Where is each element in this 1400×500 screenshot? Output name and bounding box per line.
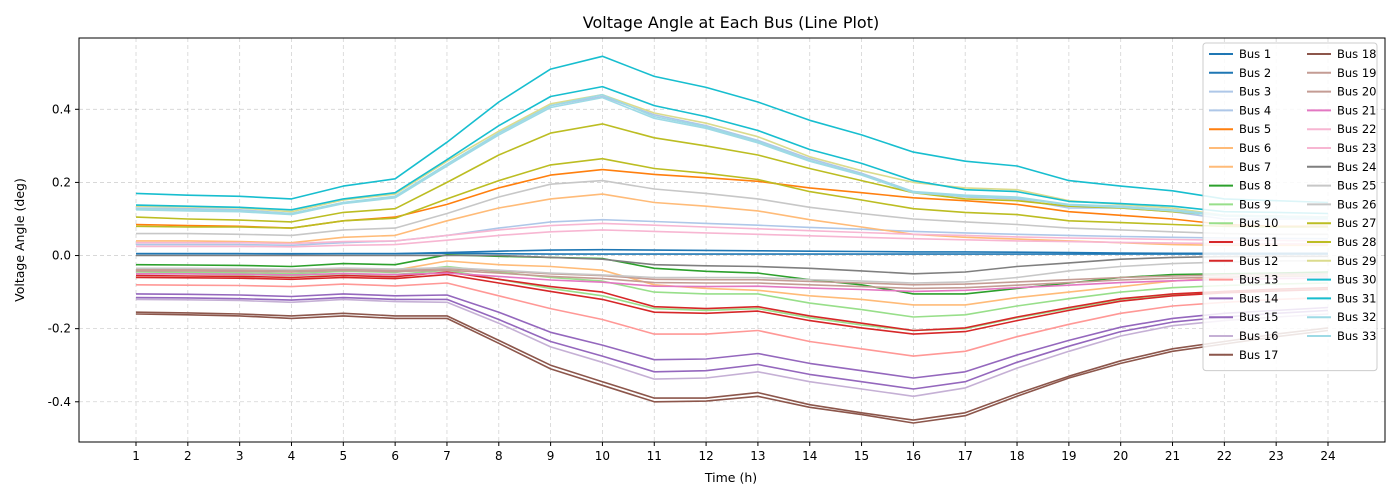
x-tick-label: 12 <box>698 449 713 463</box>
legend-item-label: Bus 28 <box>1337 235 1376 249</box>
legend-item-label: Bus 30 <box>1337 273 1376 287</box>
legend-item-label: Bus 13 <box>1239 273 1278 287</box>
legend-item-label: Bus 5 <box>1239 122 1271 136</box>
legend-item-label: Bus 16 <box>1239 329 1278 343</box>
x-tick-label: 24 <box>1320 449 1335 463</box>
chart-title: Voltage Angle at Each Bus (Line Plot) <box>583 13 879 32</box>
x-tick-label: 16 <box>906 449 921 463</box>
x-tick-label: 20 <box>1113 449 1128 463</box>
x-axis-ticks: 1 2 3 4 5 6 7 8 9 10 11 12 13 14 15 16 17 18 19 20 21 22 23 24 <box>132 442 1336 463</box>
y-tick-label: 0.4 <box>52 102 71 116</box>
x-tick-label: 15 <box>854 449 869 463</box>
x-tick-label: 6 <box>391 449 399 463</box>
y-axis-ticks: -0.4 -0.2 0.0 0.2 0.4 <box>48 102 79 409</box>
legend-box <box>1202 42 1378 372</box>
series-line-bus-2 <box>136 248 1328 255</box>
series-line-bus-26 <box>136 259 1329 284</box>
legend-item-label: Bus 20 <box>1337 85 1376 99</box>
x-tick-label: 10 <box>595 449 610 463</box>
series-line-bus-32 <box>135 93 1329 218</box>
series-line-bus-11 <box>135 271 1329 332</box>
x-tick-label: 11 <box>647 449 662 463</box>
x-tick-label: 5 <box>339 449 347 463</box>
legend-item-label: Bus 23 <box>1337 141 1376 155</box>
series-line-bus-31 <box>135 85 1329 215</box>
series-line-bus-14 <box>135 293 1329 379</box>
series-line-bus-24 <box>136 254 1328 275</box>
legend-item-label: Bus 15 <box>1239 310 1278 324</box>
x-tick-label: 2 <box>184 449 192 463</box>
x-tick-label: 7 <box>443 449 451 463</box>
legend-item-label: Bus 21 <box>1337 103 1376 117</box>
legend-item-label: Bus 4 <box>1239 103 1271 117</box>
plot-frame <box>78 37 1386 443</box>
legend-item-label: Bus 29 <box>1337 254 1376 268</box>
legend-item-label: Bus 26 <box>1337 197 1376 211</box>
y-tick-label: 0.2 <box>52 175 71 189</box>
series-line-bus-15 <box>135 296 1329 390</box>
x-tick-label: 13 <box>750 449 765 463</box>
legend-item-label: Bus 31 <box>1337 291 1376 305</box>
series-line-bus-4 <box>135 95 1328 220</box>
x-tick-label: 14 <box>802 449 817 463</box>
x-tick-label: 22 <box>1217 449 1232 463</box>
x-tick-label: 23 <box>1269 449 1284 463</box>
series-line-bus-16 <box>135 298 1329 398</box>
legend-item-label: Bus 14 <box>1239 291 1278 305</box>
series-line-bus-9 <box>135 265 1329 318</box>
series-line-bus-5 <box>135 168 1328 229</box>
x-tick-label: 1 <box>132 449 140 463</box>
legend: Bus 1 Bus 2 Bus 3 Bus 4 Bus 5 Bus 6 Bus 7 Bus 8… <box>1202 42 1378 372</box>
series-line-bus-12 <box>135 273 1329 335</box>
legend-item-label: Bus 8 <box>1239 179 1271 193</box>
y-tick-label: -0.4 <box>48 395 71 409</box>
x-tick-label: 17 <box>958 449 973 463</box>
series-line-bus-29 <box>135 93 1329 218</box>
x-tick-label: 21 <box>1165 449 1180 463</box>
legend-item-label: Bus 9 <box>1239 197 1271 211</box>
x-tick-label: 19 <box>1061 449 1076 463</box>
legend-item-label: Bus 18 <box>1337 47 1376 61</box>
series-line-bus-20 <box>136 269 1329 290</box>
legend-item-label: Bus 19 <box>1337 66 1376 80</box>
legend-item-label: Bus 24 <box>1337 160 1376 174</box>
series-line-bus-23 <box>136 222 1329 245</box>
series-line-bus-13 <box>135 282 1329 357</box>
x-tick-label: 8 <box>495 449 503 463</box>
series-lines <box>135 55 1329 424</box>
series-line-bus-22 <box>136 229 1328 248</box>
series-line-bus-19 <box>136 267 1329 286</box>
series-line-bus-30 <box>135 55 1329 204</box>
series-line-bus-25 <box>136 179 1328 237</box>
legend-item-label: Bus 12 <box>1239 254 1278 268</box>
x-axis-label: Time (h) <box>704 470 757 485</box>
legend-item-label: Bus 22 <box>1337 122 1376 136</box>
legend-item-label: Bus 25 <box>1337 179 1376 193</box>
series-line-bus-28 <box>135 157 1328 229</box>
y-tick-label: -0.2 <box>48 322 71 336</box>
legend-item-label: Bus 17 <box>1239 348 1278 362</box>
legend-item-label: Bus 1 <box>1239 47 1271 61</box>
series-line-bus-21 <box>136 272 1329 293</box>
y-tick-label: 0.0 <box>52 249 71 263</box>
y-axis-label: Voltage Angle (deg) <box>12 178 27 302</box>
legend-item-label: Bus 32 <box>1337 310 1376 324</box>
x-tick-label: 9 <box>547 449 555 463</box>
series-line-bus-3 <box>136 218 1329 247</box>
legend-item-label: Bus 6 <box>1239 141 1271 155</box>
legend-item-label: Bus 33 <box>1337 329 1376 343</box>
series-line-bus-17 <box>135 313 1329 424</box>
legend-item-label: Bus 3 <box>1239 85 1271 99</box>
legend-item-label: Bus 2 <box>1239 66 1271 80</box>
legend-item-label: Bus 7 <box>1239 160 1271 174</box>
x-tick-label: 4 <box>288 449 296 463</box>
series-line-bus-33 <box>135 96 1329 219</box>
x-tick-label: 3 <box>236 449 244 463</box>
series-line-bus-18 <box>135 311 1329 421</box>
legend-item-label: Bus 10 <box>1239 216 1278 230</box>
legend-item-label: Bus 27 <box>1337 216 1376 230</box>
x-tick-label: 18 <box>1009 449 1024 463</box>
legend-item-label: Bus 11 <box>1239 235 1278 249</box>
